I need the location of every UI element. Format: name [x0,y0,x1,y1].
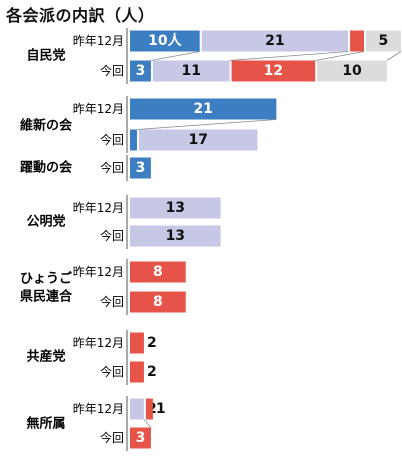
bar-label: 17 [188,132,207,148]
bar-segment [145,398,153,420]
bar-label: 11 [182,63,201,79]
row-label: 昨年12月 [73,34,124,48]
connector-line [229,51,349,61]
bar-segment [130,197,221,219]
bar-segment [130,129,137,151]
bar-segment [130,361,144,383]
bar-segment [130,30,200,52]
group-label: 無所属 [26,416,65,432]
bar-segment [130,398,144,420]
group-label: 共産党 [26,349,65,365]
row-label: 昨年12月 [73,102,124,116]
row-label: 今回 [100,294,124,309]
bar-segment [138,129,258,151]
bar-segment [130,60,151,82]
row-label: 昨年12月 [73,265,124,279]
bar-segment [130,98,277,120]
bar-segment [130,157,151,179]
bar-label: 3 [136,63,146,79]
row-label: 今回 [100,430,124,445]
connector-line [136,119,277,130]
row-label: 昨年12月 [73,336,124,350]
bar-label: 21 [193,101,212,117]
bar-label: 2 [147,335,157,351]
bar-label: 8 [153,264,163,280]
bar-label: 10 [342,63,362,79]
bar-segment [152,60,230,82]
connector-line [386,51,402,61]
row-label: 昨年12月 [73,402,124,416]
bar-segment [130,225,221,247]
bar-label: 8 [153,294,163,310]
bar-segment [317,60,387,82]
chart-title: 各会派の内訳（人） [6,6,155,25]
connector-line [150,51,200,61]
bar-segment [366,30,401,52]
row-label: 今回 [100,63,124,78]
group-label: ひょうご [20,271,73,287]
group-label: 維新の会 [20,118,73,134]
group-label: 自民党 [26,48,65,64]
bar-label: 12 [264,63,283,79]
bar-label: 10人 [148,32,182,49]
group-label: 躍動の会 [20,160,73,176]
bar-segment [130,261,186,283]
connector-line [315,51,365,61]
row-label: 今回 [100,132,124,147]
bar-label: 13 [166,228,185,244]
bar-segment [130,291,186,313]
bar-label: 3 [136,430,146,446]
bar-segment [201,30,349,52]
row-label: 昨年12月 [73,201,124,215]
bar-label: 13 [166,200,185,216]
row-label: 今回 [100,364,124,379]
bar-segment [130,332,144,354]
group-label: 公明党 [26,214,65,230]
bar-label: 1 [156,401,166,417]
connector-line [143,419,152,428]
bar-segment [350,30,365,52]
group-label: 県民連合 [20,289,73,305]
bar-label: 2 [147,364,157,380]
bar-label: 21 [265,33,284,49]
row-label: 今回 [100,228,124,243]
row-label: 今回 [100,160,124,175]
bar-segment [231,60,316,82]
bar-label: 5 [379,33,389,49]
bar-segment [130,427,151,449]
bar-label: 3 [136,160,146,176]
